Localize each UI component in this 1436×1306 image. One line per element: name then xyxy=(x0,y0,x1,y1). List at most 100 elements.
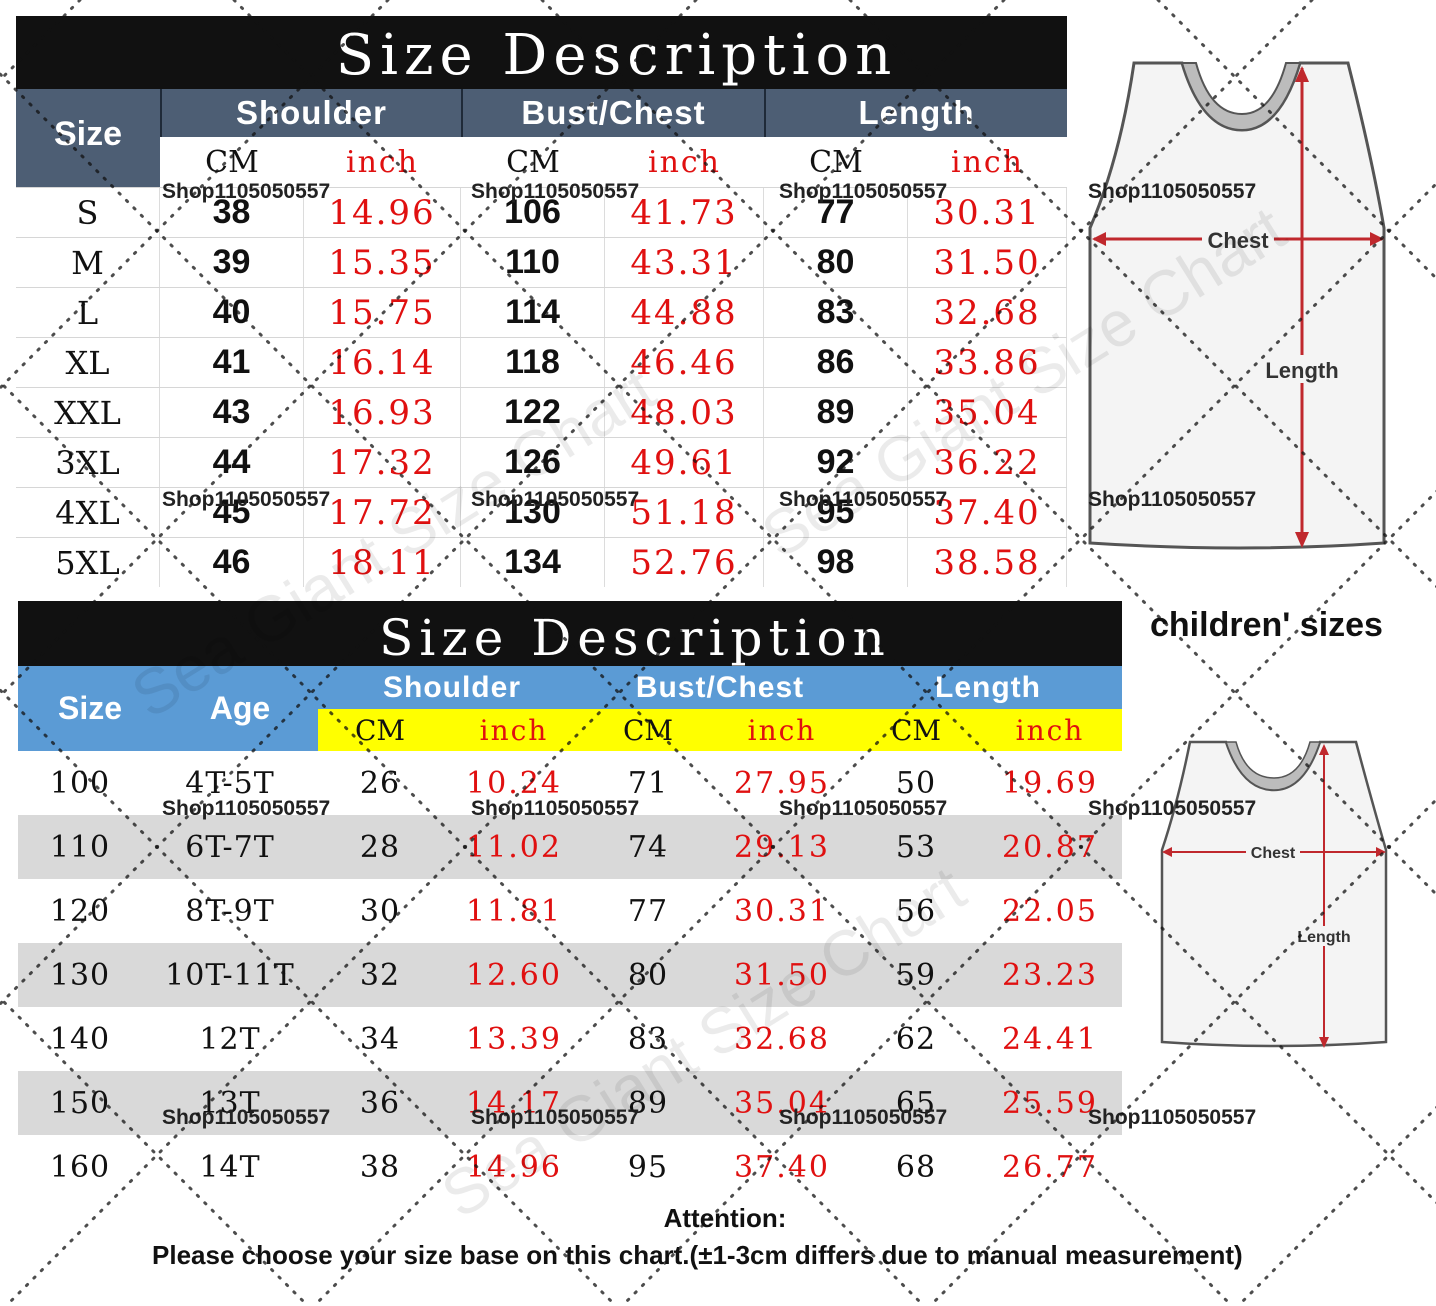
children-length-inch-cell: 20.87 xyxy=(1002,829,1098,865)
adult-shoulder-inch-cell: 17.32 xyxy=(304,438,461,487)
children-table-header: Size Age Shoulder Bust/Chest Length CM i… xyxy=(18,666,1122,751)
shop-mark: Shop1105050557 xyxy=(471,797,640,820)
children-table-row: 130 10T-11T 32 12.60 80 31.50 59 23.23 xyxy=(18,943,1122,1007)
children-size-cell: 140 xyxy=(49,1021,111,1057)
children-size-cell: 150 xyxy=(49,1085,111,1121)
children-table-title: Size Description xyxy=(18,601,1122,667)
adult-length-cm-cell: 98 xyxy=(764,538,908,587)
children-shoulder-cm-cell: 38 xyxy=(359,1149,401,1185)
shop-mark: Shop1105050557 xyxy=(1088,488,1257,511)
children-table-row: 120 8T-9T 30 11.81 77 30.31 56 22.05 xyxy=(18,879,1122,943)
adult-length-cm-cell: 80 xyxy=(764,238,908,287)
children-bust-inch-cell: 37.40 xyxy=(734,1149,830,1185)
adult-table-row: M 39 15.35 110 43.31 80 31.50 xyxy=(16,237,1067,287)
adult-shoulder-cm-cell: 39 xyxy=(160,238,304,287)
children-size-header: Size xyxy=(18,666,162,751)
children-shoulder-cm-cell: 32 xyxy=(359,957,401,993)
adult-size-header: Size xyxy=(16,89,160,187)
adult-length-inch-cell: 32.68 xyxy=(908,288,1067,337)
attention-text: Please choose your size base on this cha… xyxy=(152,1240,1243,1270)
adult-length-header: Length xyxy=(764,89,1067,137)
adult-shoulder-inch-cell: 15.75 xyxy=(304,288,461,337)
adult-size-cell: S xyxy=(16,188,160,237)
adult-table-body: S 38 14.96 106 41.73 77 30.31 M 39 15.35… xyxy=(16,187,1067,587)
adult-size-cell: L xyxy=(16,288,160,337)
adult-shoulder-cm-cell: 41 xyxy=(160,338,304,387)
children-bust-inch-cell: 31.50 xyxy=(734,957,830,993)
shop-mark: Shop1105050557 xyxy=(779,180,948,203)
adult-length-cm-cell: 89 xyxy=(764,388,908,437)
adult-length-cm-cell: 86 xyxy=(764,338,908,387)
children-shoulder-cm-unit: CM xyxy=(318,709,442,751)
adult-bust-cm-cell: 114 xyxy=(461,288,605,337)
children-shoulder-cm-cell: 36 xyxy=(359,1085,401,1121)
shop-mark: Shop1105050557 xyxy=(1088,797,1257,820)
adult-length-inch-cell: 33.86 xyxy=(908,338,1067,387)
children-length-cm-cell: 62 xyxy=(895,1021,937,1057)
children-age-cell: 8T-9T xyxy=(185,893,275,929)
adult-size-cell: 5XL xyxy=(16,538,160,587)
children-shoulder-cm-cell: 28 xyxy=(359,829,401,865)
adult-shoulder-cm-cell: 46 xyxy=(160,538,304,587)
shop-mark: Shop1105050557 xyxy=(1088,180,1257,203)
children-length-label: Length xyxy=(1297,929,1350,946)
tank-top-icon: Chest Length xyxy=(1160,740,1388,1048)
adult-bust-inch-cell: 44.88 xyxy=(605,288,764,337)
children-shoulder-inch-unit: inch xyxy=(442,709,586,751)
adult-shoulder-cm-cell: 43 xyxy=(160,388,304,437)
shop-mark: Shop1105050557 xyxy=(162,180,331,203)
adult-chest-label: Chest xyxy=(1207,228,1269,253)
adult-bust-inch-cell: 43.31 xyxy=(605,238,764,287)
adult-shoulder-cm-cell: 44 xyxy=(160,438,304,487)
adult-table-row: 3XL 44 17.32 126 49.61 92 36.22 xyxy=(16,437,1067,487)
adult-bust-header: Bust/Chest xyxy=(461,89,764,137)
adult-shoulder-header: Shoulder xyxy=(160,89,461,137)
shop-mark: Shop1105050557 xyxy=(471,488,640,511)
adult-bust-inch-cell: 48.03 xyxy=(605,388,764,437)
children-length-cm-cell: 56 xyxy=(895,893,937,929)
adult-shoulder-cm-cell: 40 xyxy=(160,288,304,337)
adult-table-row: XXL 43 16.93 122 48.03 89 35.04 xyxy=(16,387,1067,437)
adult-length-inch-cell: 31.50 xyxy=(908,238,1067,287)
shop-mark: Shop1105050557 xyxy=(779,797,948,820)
adult-size-cell: XL xyxy=(16,338,160,387)
adult-bust-inch-cell: 46.46 xyxy=(605,338,764,387)
children-bust-cm-cell: 77 xyxy=(627,893,669,929)
adult-bust-inch-cell: 52.76 xyxy=(605,538,764,587)
children-bust-cm-cell: 74 xyxy=(627,829,669,865)
children-age-cell: 12T xyxy=(199,1021,261,1057)
children-length-cm-cell: 68 xyxy=(895,1149,937,1185)
children-shoulder-cm-cell: 26 xyxy=(359,765,401,801)
adult-table-row: XL 41 16.14 118 46.46 86 33.86 xyxy=(16,337,1067,387)
children-garment-diagram: Chest Length xyxy=(1150,730,1400,1060)
shop-mark: Shop1105050557 xyxy=(779,488,948,511)
shop-mark: Shop1105050557 xyxy=(779,1106,948,1129)
children-shoulder-inch-cell: 11.02 xyxy=(466,829,562,865)
children-sizes-heading: children' sizes xyxy=(1150,606,1383,644)
adult-length-inch-cell: 38.58 xyxy=(908,538,1067,587)
adult-bust-cm-cell: 118 xyxy=(461,338,605,387)
children-length-inch-cell: 26.77 xyxy=(1002,1149,1098,1185)
children-bust-cm-unit: CM xyxy=(586,709,710,751)
children-table-row: 110 6T-7T 28 11.02 74 29.13 53 20.87 xyxy=(18,815,1122,879)
children-size-cell: 120 xyxy=(49,893,111,929)
children-length-cm-unit: CM xyxy=(854,709,978,751)
adult-shoulder-inch-cell: 18.11 xyxy=(304,538,461,587)
adult-bust-inch-cell: 49.61 xyxy=(605,438,764,487)
children-table-row: 140 12T 34 13.39 83 32.68 62 24.41 xyxy=(18,1007,1122,1071)
children-length-header: Length xyxy=(854,666,1122,709)
adult-table-row: L 40 15.75 114 44.88 83 32.68 xyxy=(16,287,1067,337)
children-bust-inch-cell: 30.31 xyxy=(734,893,830,929)
children-size-cell: 100 xyxy=(49,765,111,801)
children-chest-label: Chest xyxy=(1251,845,1296,862)
children-length-cm-cell: 53 xyxy=(895,829,937,865)
adult-shoulder-inch-cell: 16.93 xyxy=(304,388,461,437)
adult-table-row: 5XL 46 18.11 134 52.76 98 38.58 xyxy=(16,537,1067,587)
children-shoulder-inch-cell: 14.96 xyxy=(466,1149,562,1185)
adult-length-inch-cell: 36.22 xyxy=(908,438,1067,487)
children-length-inch-cell: 24.41 xyxy=(1002,1021,1098,1057)
adult-size-cell: XXL xyxy=(16,388,160,437)
children-bust-cm-cell: 83 xyxy=(627,1021,669,1057)
adult-length-cm-cell: 83 xyxy=(764,288,908,337)
shop-mark: Shop1105050557 xyxy=(162,488,331,511)
